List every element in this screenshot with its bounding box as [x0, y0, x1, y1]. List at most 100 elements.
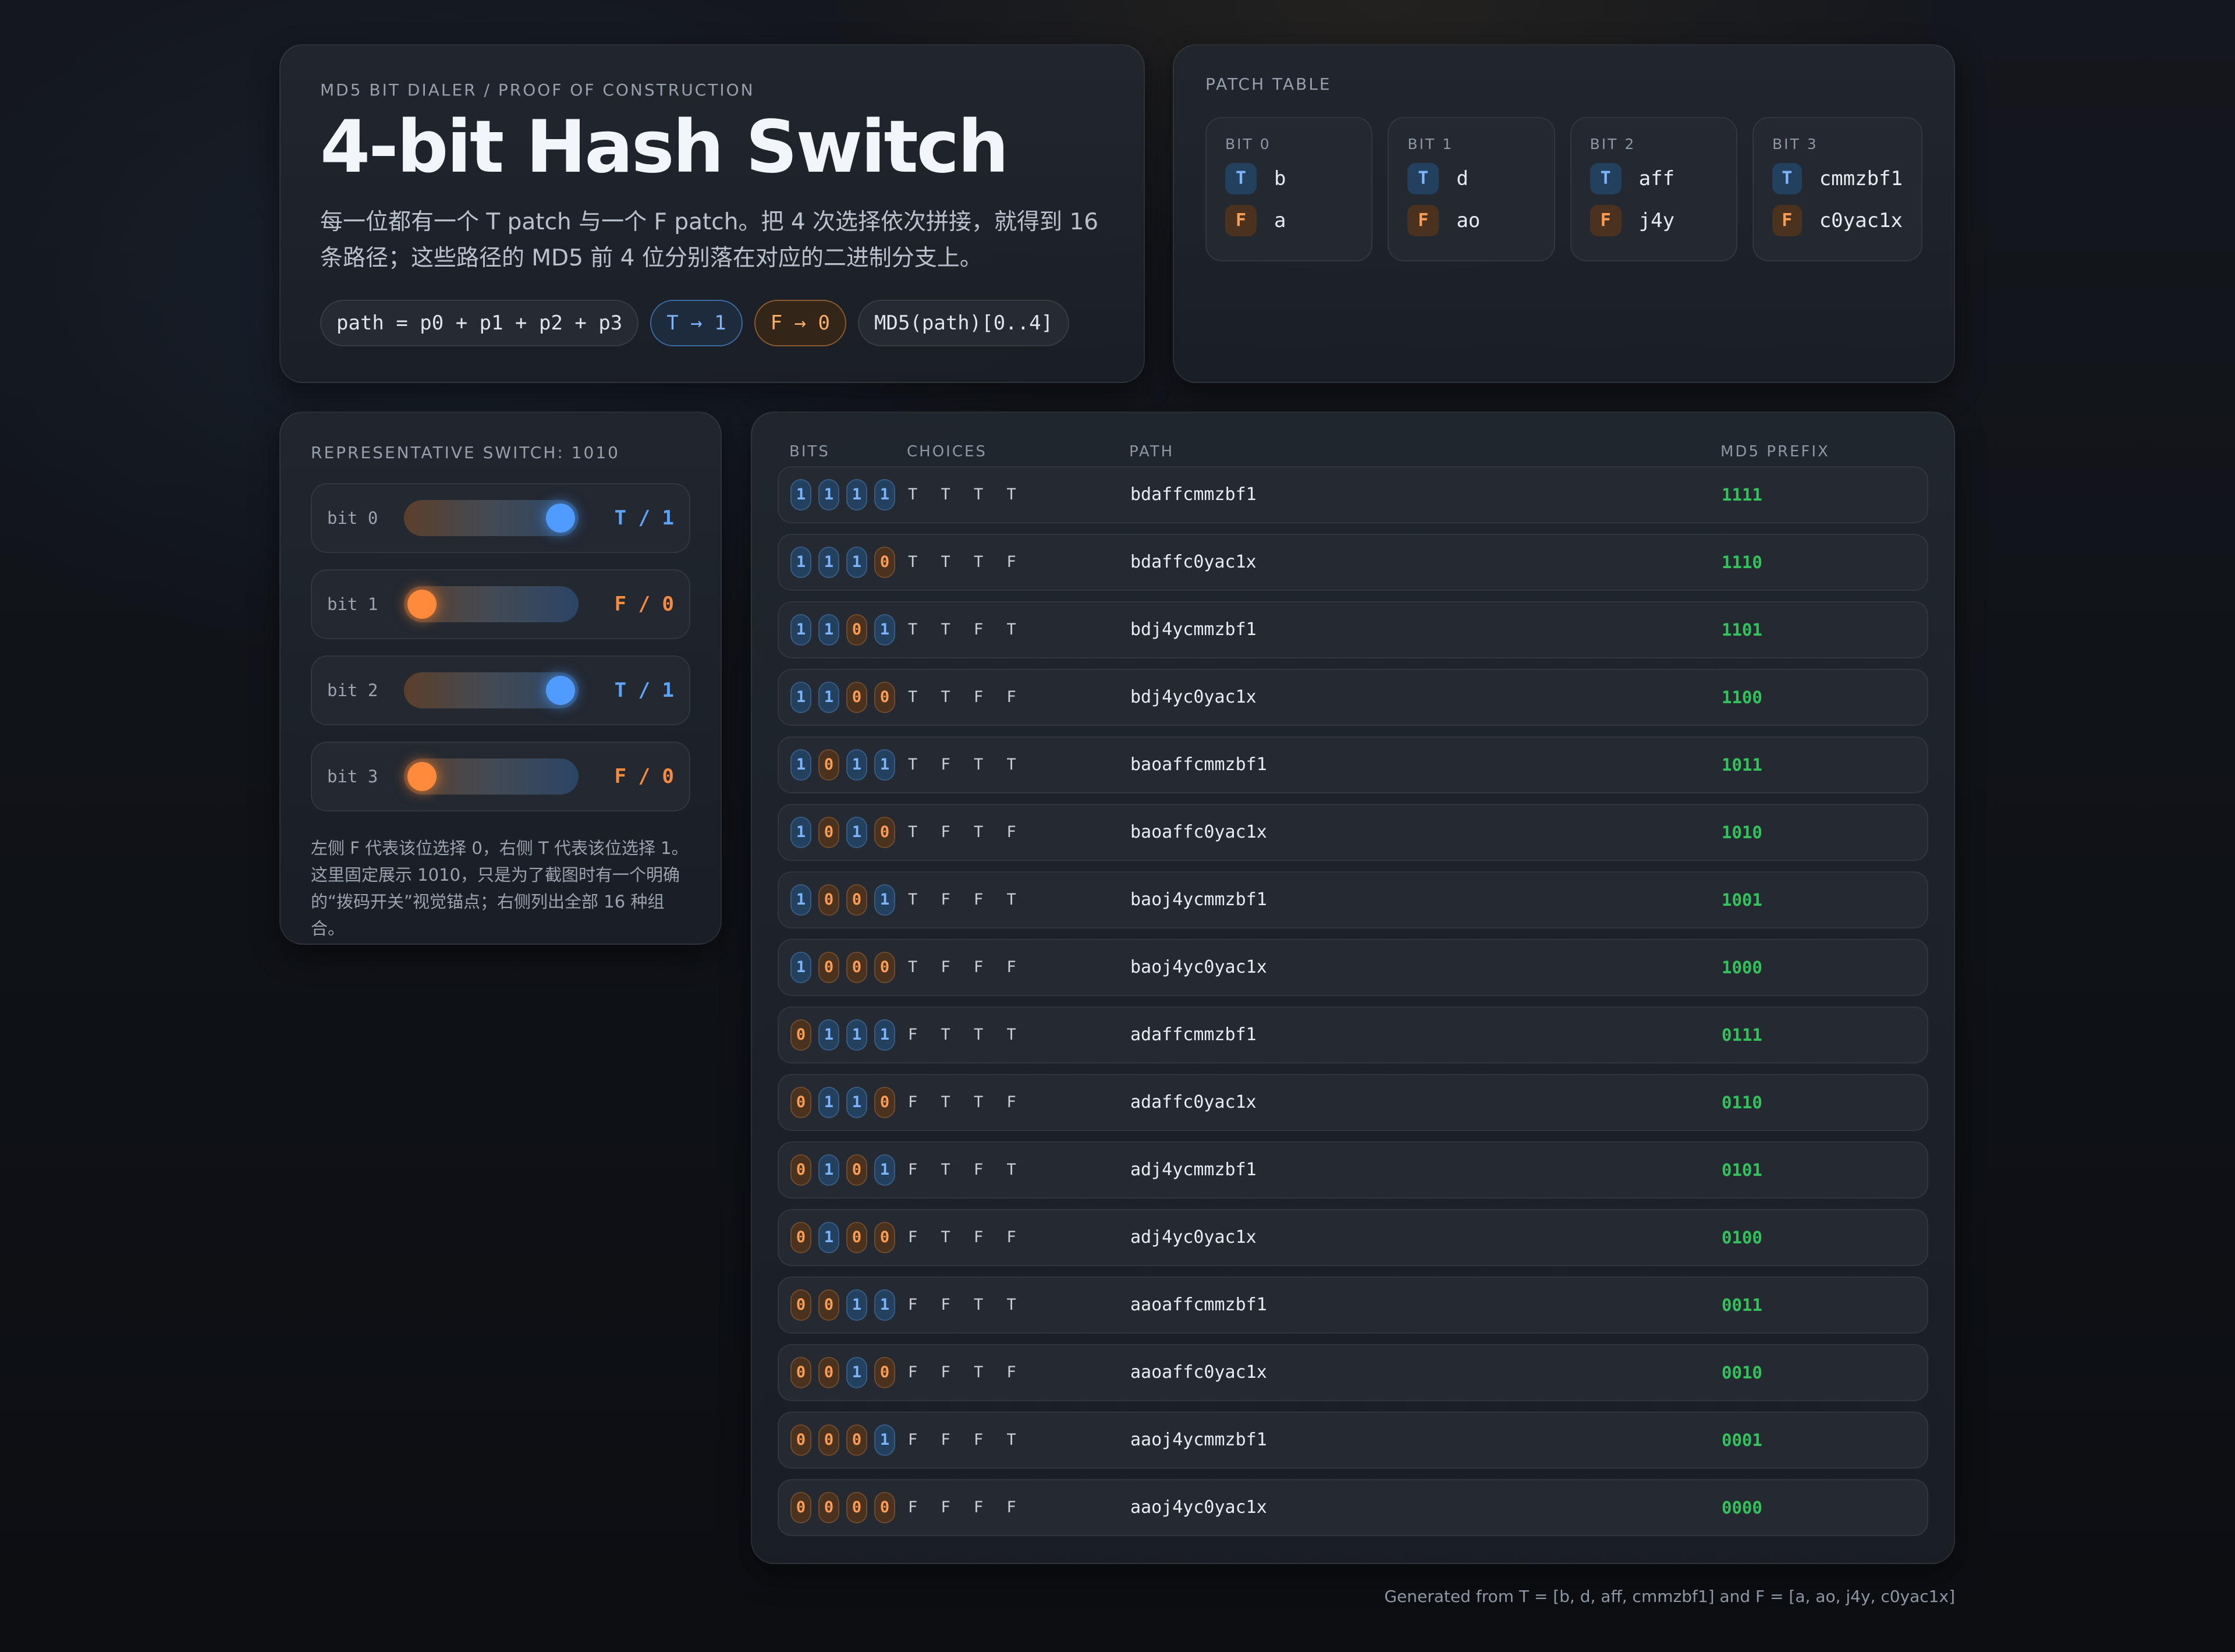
toggle-switch-bit-0[interactable] — [404, 500, 579, 536]
footer-note: Generated from T = [b, d, aff, cmmzbf1] … — [1384, 1587, 1955, 1606]
md5-prefix-cell: 1110 — [1722, 552, 1762, 572]
md5-prefix-cell: 0111 — [1722, 1025, 1762, 1045]
md5-prefix-cell: 0110 — [1722, 1093, 1762, 1112]
switch-bit-label: bit 3 — [327, 767, 378, 786]
patch-t-value: cmmzbf1 — [1819, 167, 1903, 190]
bit-pill-zero: 0 — [790, 1492, 811, 1523]
bit-pill-one: 1 — [846, 1289, 867, 1321]
patch-t-value: d — [1456, 167, 1468, 190]
path-cell: aaoaffcmmzbf1 — [1130, 1295, 1267, 1315]
path-cell: aaoj4yc0yac1x — [1130, 1497, 1267, 1518]
page-title: 4-bit Hash Switch — [320, 105, 1009, 189]
bit-pill-one: 1 — [874, 1289, 895, 1321]
path-cell: baoj4yc0yac1x — [1130, 957, 1267, 977]
bit-pill-zero: 0 — [818, 1492, 839, 1523]
bit-pill-zero: 0 — [790, 1087, 811, 1118]
intro-overline: MD5 BIT DIALER / PROOF OF CONSTRUCTION — [320, 80, 755, 100]
path-cell: adaffcmmzbf1 — [1130, 1024, 1257, 1045]
toggle-switch-bit-2[interactable] — [404, 672, 579, 708]
bit-pill-one: 1 — [846, 1087, 867, 1118]
bit-pill-one: 1 — [818, 479, 839, 511]
bit-pill-one: 1 — [790, 682, 811, 713]
toggle-knob[interactable] — [546, 676, 575, 705]
switch-state-value: T / 1 — [614, 506, 674, 530]
path-cell: adaffc0yac1x — [1130, 1092, 1257, 1112]
bit-pill-one: 1 — [846, 1019, 867, 1051]
bit-pill-one: 1 — [846, 749, 867, 781]
header-md5-prefix: MD5 PREFIX — [1720, 443, 1830, 460]
bit-pill-zero: 0 — [874, 1357, 895, 1388]
bit-pill-one: 1 — [874, 614, 895, 646]
choices-cell: F F T T — [908, 1296, 1023, 1314]
switch-row-bit-0: bit 0 T / 1 — [311, 483, 690, 553]
switch-state-value: F / 0 — [614, 593, 674, 616]
choices-cell: T F T T — [908, 756, 1023, 774]
path-cell: bdj4yc0yac1x — [1130, 687, 1257, 707]
path-cell: adj4ycmmzbf1 — [1130, 1160, 1257, 1180]
path-cell: bdaffcmmzbf1 — [1130, 484, 1257, 505]
patch-column-label: BIT 1 — [1407, 136, 1453, 153]
table-header: BITS CHOICES PATH MD5 PREFIX — [778, 433, 1928, 466]
bit-pill-one: 1 — [790, 749, 811, 781]
bit-pill-one: 1 — [818, 547, 839, 578]
bit-pill-one: 1 — [846, 1357, 867, 1388]
t-badge: T — [1407, 163, 1439, 194]
bit-pill-one: 1 — [846, 479, 867, 511]
md5-prefix-cell: 0101 — [1722, 1160, 1762, 1180]
md5-prefix-cell: 1111 — [1722, 485, 1762, 505]
bit-pill-zero: 0 — [846, 682, 867, 713]
formula-chips: path = p0 + p1 + p2 + p3 T → 1 F → 0 MD5… — [320, 300, 1104, 347]
bit-pill-zero: 0 — [846, 1222, 867, 1253]
switch-state-value: T / 1 — [614, 679, 674, 702]
bit-pill-zero: 0 — [818, 884, 839, 916]
bit-pill-one: 1 — [874, 749, 895, 781]
toggle-switch-bit-1[interactable] — [404, 586, 579, 622]
toggle-switch-bit-3[interactable] — [404, 758, 579, 795]
toggle-knob[interactable] — [407, 762, 437, 791]
f-badge: F — [1407, 205, 1439, 236]
header-path: PATH — [1129, 443, 1175, 460]
f-badge: F — [1225, 205, 1257, 236]
choices-cell: F F T F — [908, 1363, 1023, 1381]
t-badge: T — [1772, 163, 1802, 194]
toggle-knob[interactable] — [546, 504, 575, 533]
bit-pill-one: 1 — [818, 682, 839, 713]
bit-pill-one: 1 — [818, 1019, 839, 1051]
bit-pill-zero: 0 — [818, 952, 839, 983]
bit-pill-one: 1 — [818, 1087, 839, 1118]
bit-pill-zero: 0 — [790, 1154, 811, 1186]
toggle-knob[interactable] — [407, 590, 437, 619]
choices-cell: F T F T — [908, 1161, 1023, 1179]
bit-pill-zero: 0 — [790, 1357, 811, 1388]
md5-prefix-cell: 1010 — [1722, 823, 1762, 842]
t-badge: T — [1225, 163, 1257, 194]
bit-pill-one: 1 — [790, 479, 811, 511]
md5-prefix-cell: 1101 — [1722, 620, 1762, 640]
bit-pill-one: 1 — [790, 614, 811, 646]
bit-pill-zero: 0 — [818, 1289, 839, 1321]
